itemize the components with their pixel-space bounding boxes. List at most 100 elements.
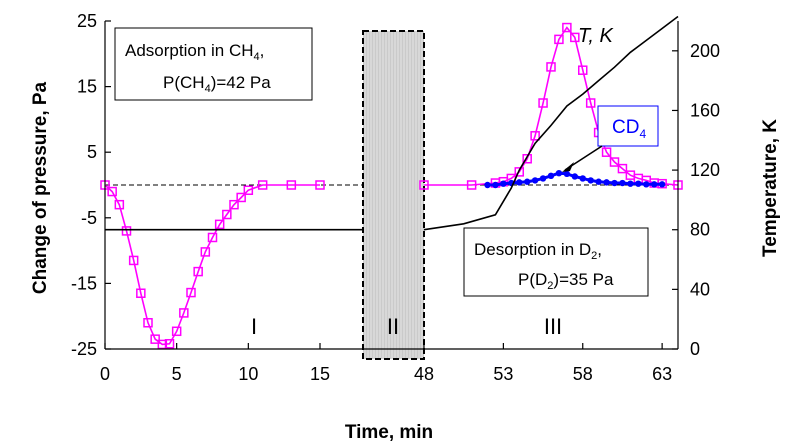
series-ch4-point [114,199,125,210]
cd4-label: CD [612,117,639,138]
adsorption-annotation: Adsorption in CH4, P(CH4)=42 Pa [114,27,313,101]
series-ch4-point [562,22,572,33]
series-ch4-point [193,266,203,277]
desorption-line1-end: , [597,240,602,259]
y2-tick-label: 80 [690,220,710,240]
x-tick-label: 5 [172,364,182,384]
adsorption-line2-pre: P(CH [163,73,205,92]
series-ch4-point [257,180,268,190]
series-ch4-point [164,339,175,349]
adsorption-line2-post: )=42 Pa [211,73,272,92]
series-cd4-point [611,179,618,187]
y-tick-label: 5 [87,142,97,162]
series-ch4-point [578,65,588,75]
desorption-annotation: Desorption in D2, P(D2)=35 Pa [463,227,649,297]
series-cd4-point [579,175,586,182]
x-tick-label: 15 [310,364,330,384]
series-ch4-point [214,219,225,230]
series-ch4-point [617,163,628,174]
series-ch4-point [530,131,540,141]
break-region [362,30,425,360]
x-tick-label: 10 [238,364,258,384]
series-cd4-point [492,181,499,189]
series-ch4-line-1 [424,26,679,186]
region-label-iii: III [544,314,562,339]
series-ch4-point [107,186,117,197]
series-ch4-point [601,147,612,157]
region-label-ii: II [387,314,399,339]
series-cd4-point [619,179,626,187]
cd4-label-sub: 4 [639,127,646,141]
y-axis-title: Change of pressure, Pa [30,81,51,294]
series-cd4-point [555,169,563,177]
series-cd4-point [539,175,547,182]
cd4-annotation: CD4 [562,105,659,172]
y2-tick-label: 120 [690,160,720,180]
series-ch4-point [315,180,325,190]
x-axis-title: Time, min [345,422,433,443]
series-ch4-point [514,167,524,177]
series-ch4-point [121,226,132,236]
series-ch4-point [200,247,211,257]
adsorption-line1-sub: 4 [254,51,260,63]
series-cd4-point [571,173,579,180]
series-ch4-point [554,34,564,45]
x-tick-label: 58 [573,364,593,384]
desorption-line1: Desorption in D [474,240,591,259]
svg-text:Adsorption in CH4,: Adsorption in CH4, [125,41,264,63]
y-tick-label: 15 [77,77,97,97]
svg-text:P(CH4)=42 Pa: P(CH4)=42 Pa [163,73,271,95]
adsorption-line1-end: , [260,41,265,60]
series-cd4-point [516,179,523,186]
cd4-arrowhead [562,162,574,172]
svg-text:Desorption in D2,: Desorption in D2, [474,240,602,262]
series-ch4-point [466,180,477,190]
y-tick-label: -5 [81,208,97,228]
series-ch4-point [143,318,153,328]
series-ch4-point [236,192,246,203]
series-cd4-point [643,181,650,188]
series-cd4-point [627,180,634,187]
y-tick-label: -15 [71,273,97,293]
y2-tick-label: 0 [690,339,700,359]
series-ch4-point [222,209,232,220]
series-cd4-point [635,180,642,187]
x-tick-label: 48 [414,364,434,384]
y2-tick-label: 40 [690,279,710,299]
y-tick-label: 25 [77,11,97,31]
series-cd4-point [603,179,610,186]
series-cd4-point [523,178,531,185]
desorption-line1-sub: 2 [591,250,597,262]
x-tick-label: 0 [100,364,110,384]
series-cd4-point [595,178,602,185]
series-ch4-point [171,326,182,337]
x-tick-label: 63 [652,364,672,384]
y2-tick-label: 200 [690,41,720,61]
y2-tick-label: 160 [690,100,720,120]
series-ch4-point [136,288,146,298]
series-ch4-point [128,255,139,266]
desorption-line2-sub: 2 [547,280,553,292]
y-tick-label: -25 [71,339,97,359]
series-ch4-point [243,185,254,195]
svg-text:CD4: CD4 [612,117,646,141]
series-ch4-point [286,180,297,190]
y2-axis-title: Temperature, K [760,119,781,257]
region-label-i: I [251,314,257,339]
series-ch4-point [207,232,218,243]
adsorption-line1: Adsorption in CH [125,41,254,60]
svg-text:P(D2)=35 Pa: P(D2)=35 Pa [518,270,614,292]
series-ch4-point [522,154,532,164]
series-ch4-point [538,98,548,108]
series-ch4-point [419,180,429,190]
series-cd4-point [587,177,594,184]
series-ch4-point [229,199,239,210]
series-cd4-point [563,170,571,178]
adsorption-line2-sub: 4 [205,83,211,95]
desorption-line2-pre: P(D [518,270,547,289]
series-ch4-line-0 [104,184,320,346]
series-ch4-point [585,98,596,108]
temperature-series-label: T, K [578,25,614,47]
series-cd4-point [531,177,539,184]
